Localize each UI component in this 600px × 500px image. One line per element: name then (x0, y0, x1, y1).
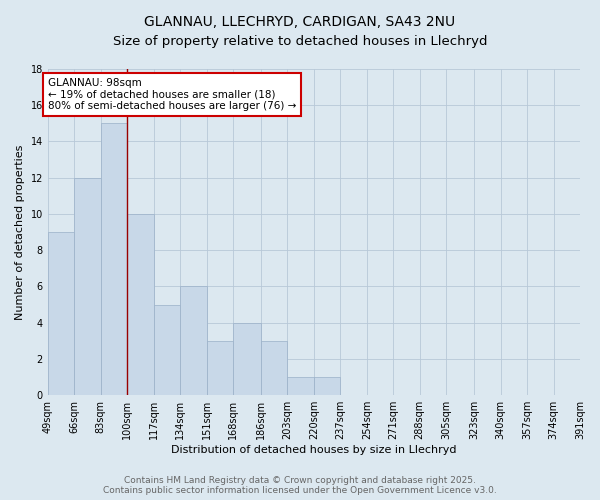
Bar (233, 322, 261, 395)
Bar (74, 178, 101, 395)
Bar (48, 232, 74, 395)
X-axis label: Distribution of detached houses by size in Llechryd: Distribution of detached houses by size … (171, 445, 457, 455)
Bar (206, 341, 233, 395)
Text: Contains HM Land Registry data © Crown copyright and database right 2025.
Contai: Contains HM Land Registry data © Crown c… (103, 476, 497, 495)
Bar (314, 377, 340, 395)
Text: Size of property relative to detached houses in Llechryd: Size of property relative to detached ho… (113, 35, 487, 48)
Bar (261, 341, 287, 395)
Bar (154, 304, 180, 395)
Bar (101, 124, 127, 395)
Bar (180, 286, 206, 395)
Bar (287, 377, 314, 395)
Y-axis label: Number of detached properties: Number of detached properties (15, 144, 25, 320)
Bar (127, 214, 154, 395)
Text: GLANNAU: 98sqm
← 19% of detached houses are smaller (18)
80% of semi-detached ho: GLANNAU: 98sqm ← 19% of detached houses … (48, 78, 296, 112)
Text: GLANNAU, LLECHRYD, CARDIGAN, SA43 2NU: GLANNAU, LLECHRYD, CARDIGAN, SA43 2NU (145, 15, 455, 29)
